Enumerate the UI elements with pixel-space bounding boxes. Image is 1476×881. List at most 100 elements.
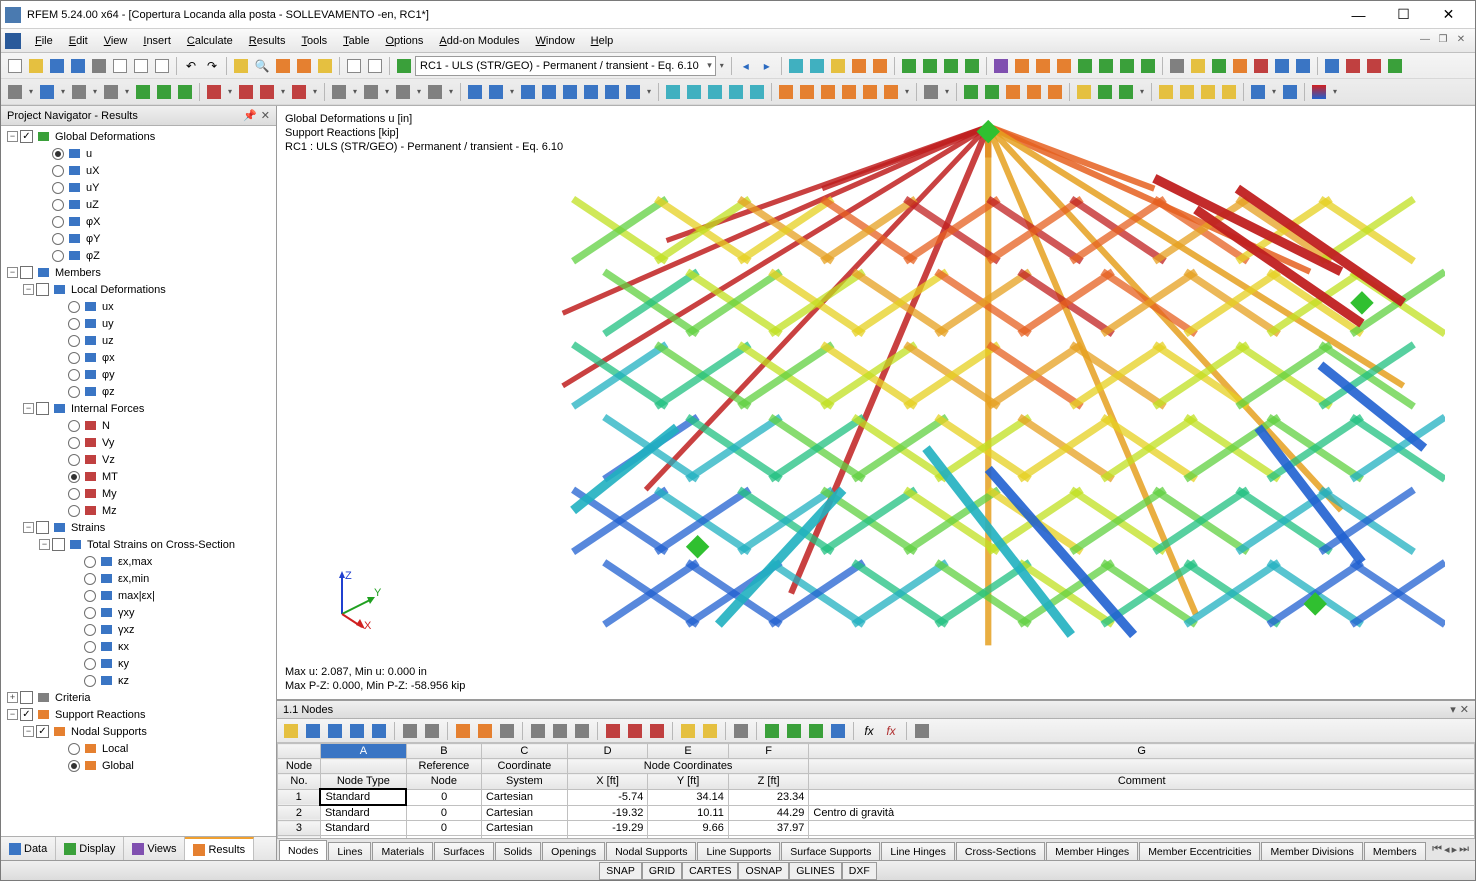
nav-tab-display[interactable]: Display bbox=[56, 837, 124, 860]
tt-b4[interactable] bbox=[347, 721, 367, 741]
tbr2-b30[interactable] bbox=[797, 82, 817, 102]
calc-icon[interactable] bbox=[394, 56, 414, 76]
tree-item[interactable]: u bbox=[1, 145, 276, 162]
tbr2-b43[interactable] bbox=[1116, 82, 1136, 102]
tbr2-b11[interactable] bbox=[289, 82, 309, 102]
menu-help[interactable]: Help bbox=[583, 32, 622, 50]
table-close-icon[interactable]: ✕ bbox=[1460, 703, 1469, 716]
tbr2-b17[interactable] bbox=[486, 82, 506, 102]
menu-view[interactable]: View bbox=[96, 32, 136, 50]
tt-fxx-icon[interactable]: fx bbox=[881, 721, 901, 741]
open-icon[interactable] bbox=[26, 56, 46, 76]
tt-b16[interactable] bbox=[647, 721, 667, 741]
nav-close-icon[interactable]: ✕ bbox=[261, 109, 270, 122]
tbr1-b15[interactable] bbox=[1096, 56, 1116, 76]
tbr1-b8[interactable] bbox=[941, 56, 961, 76]
table-icon[interactable] bbox=[344, 56, 364, 76]
tbr2-b12[interactable] bbox=[329, 82, 349, 102]
loadcase-combo[interactable]: RC1 - ULS (STR/GEO) - Permanent / transi… bbox=[415, 56, 716, 76]
tt-lock-icon[interactable] bbox=[912, 721, 932, 741]
tbr2-b27[interactable] bbox=[726, 82, 746, 102]
tree-item[interactable]: γxy bbox=[1, 604, 276, 621]
tt-b13[interactable] bbox=[572, 721, 592, 741]
tree-item[interactable]: −Total Strains on Cross-Section bbox=[1, 536, 276, 553]
tt-b17[interactable] bbox=[678, 721, 698, 741]
saveall-icon[interactable] bbox=[68, 56, 88, 76]
tabs-next-icon[interactable]: ▸ bbox=[1452, 843, 1458, 856]
table-tab-surfaces[interactable]: Surfaces bbox=[434, 842, 493, 860]
tbr1-b10[interactable] bbox=[991, 56, 1011, 76]
tt-b15[interactable] bbox=[625, 721, 645, 741]
tree-item[interactable]: −✓Global Deformations bbox=[1, 128, 276, 145]
tt-b21[interactable] bbox=[784, 721, 804, 741]
tbr1-b5[interactable] bbox=[870, 56, 890, 76]
tree-item[interactable]: uz bbox=[1, 332, 276, 349]
tbr1-b18[interactable] bbox=[1167, 56, 1187, 76]
tbr2-b13[interactable] bbox=[361, 82, 381, 102]
tree-item[interactable]: −Strains bbox=[1, 519, 276, 536]
tbr2-b29[interactable] bbox=[776, 82, 796, 102]
tree-item[interactable]: −Local Deformations bbox=[1, 281, 276, 298]
tbr2-b40[interactable] bbox=[1045, 82, 1065, 102]
tbr1-b22[interactable] bbox=[1251, 56, 1271, 76]
mdi-minimize-icon[interactable]: — bbox=[1417, 34, 1433, 48]
tbr1-b12[interactable] bbox=[1033, 56, 1053, 76]
tbr2-b6[interactable] bbox=[154, 82, 174, 102]
tbr1-b17[interactable] bbox=[1138, 56, 1158, 76]
window-icon[interactable] bbox=[294, 56, 314, 76]
table-tab-line-supports[interactable]: Line Supports bbox=[697, 842, 780, 860]
tbr2-b32[interactable] bbox=[839, 82, 859, 102]
tbr2-b50[interactable] bbox=[1309, 82, 1329, 102]
tbr2-b46[interactable] bbox=[1198, 82, 1218, 102]
new-icon[interactable] bbox=[5, 56, 25, 76]
tbr2-b21[interactable] bbox=[581, 82, 601, 102]
table-tab-cross-sections[interactable]: Cross-Sections bbox=[956, 842, 1045, 860]
tbr1-b23[interactable] bbox=[1272, 56, 1292, 76]
tbr2-b24[interactable] bbox=[663, 82, 683, 102]
table-grid[interactable]: ABCDEFGNodeReferenceCoordinateNode Coord… bbox=[277, 743, 1475, 838]
table-tab-solids[interactable]: Solids bbox=[495, 842, 542, 860]
tt-b9[interactable] bbox=[475, 721, 495, 741]
tt-b19[interactable] bbox=[731, 721, 751, 741]
tree-item[interactable]: εx,min bbox=[1, 570, 276, 587]
mdi-restore-icon[interactable]: ❐ bbox=[1435, 34, 1451, 48]
tbr2-b48[interactable] bbox=[1248, 82, 1268, 102]
tbr1-b6[interactable] bbox=[899, 56, 919, 76]
tt-b22[interactable] bbox=[806, 721, 826, 741]
table-tab-member-eccentricities[interactable]: Member Eccentricities bbox=[1139, 842, 1260, 860]
tt-b18[interactable] bbox=[700, 721, 720, 741]
select-icon[interactable] bbox=[273, 56, 293, 76]
status-grid[interactable]: GRID bbox=[642, 862, 682, 880]
tbr2-b41[interactable] bbox=[1074, 82, 1094, 102]
menu-tools[interactable]: Tools bbox=[293, 32, 335, 50]
tt-b23[interactable] bbox=[828, 721, 848, 741]
tree-item[interactable]: κy bbox=[1, 655, 276, 672]
table-tab-surface-supports[interactable]: Surface Supports bbox=[781, 842, 880, 860]
mdi-close-icon[interactable]: ✕ bbox=[1453, 34, 1469, 48]
table-tab-line-hinges[interactable]: Line Hinges bbox=[881, 842, 954, 860]
prev-lc-icon[interactable]: ◂ bbox=[736, 56, 756, 76]
tt-b12[interactable] bbox=[550, 721, 570, 741]
pin-icon[interactable]: 📌 bbox=[243, 109, 257, 122]
edit-icon[interactable] bbox=[231, 56, 251, 76]
tbr2-b15[interactable] bbox=[425, 82, 445, 102]
paste-icon[interactable] bbox=[152, 56, 172, 76]
menu-edit[interactable]: Edit bbox=[61, 32, 96, 50]
tbr1-b20[interactable] bbox=[1209, 56, 1229, 76]
tbr1-b4[interactable] bbox=[849, 56, 869, 76]
minimize-button[interactable]: — bbox=[1336, 1, 1381, 29]
menu-file[interactable]: File bbox=[27, 32, 61, 50]
print-icon[interactable] bbox=[89, 56, 109, 76]
combo-drop-icon[interactable]: ▾ bbox=[717, 56, 727, 76]
tree-item[interactable]: κx bbox=[1, 638, 276, 655]
tree-item[interactable]: κz bbox=[1, 672, 276, 689]
tbr2-b38[interactable] bbox=[1003, 82, 1023, 102]
tbr1-b11[interactable] bbox=[1012, 56, 1032, 76]
tt-b7[interactable] bbox=[422, 721, 442, 741]
tbr2-b7[interactable] bbox=[175, 82, 195, 102]
tbr1-b26[interactable] bbox=[1343, 56, 1363, 76]
tree-item[interactable]: ux bbox=[1, 298, 276, 315]
viewport-3d[interactable]: Global Deformations u [in]Support Reacti… bbox=[277, 106, 1475, 700]
tbr2-b36[interactable] bbox=[961, 82, 981, 102]
tree-item[interactable]: Vz bbox=[1, 451, 276, 468]
